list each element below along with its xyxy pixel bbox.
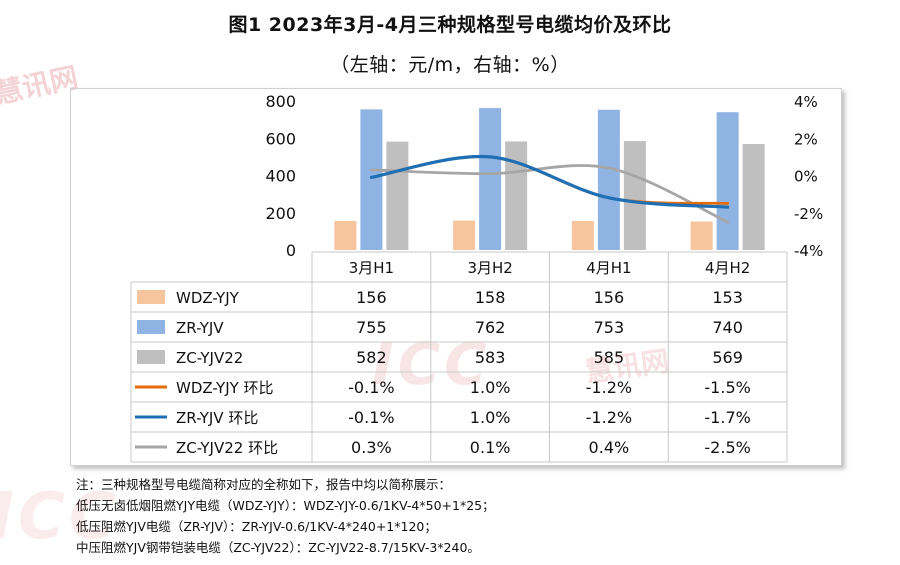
note-line-2: 低压无卤低烟阻燃YJY电缆（WDZ-YJY）：WDZ-YJY-0.6/1KV-4… — [76, 498, 495, 513]
data-value-zc-yjv22-: 0.1% — [470, 438, 511, 457]
right-axis-tick-label: 2% — [794, 130, 818, 148]
data-value-zr-yjv-: 1.0% — [470, 408, 511, 427]
data-value-zc-yjv22-: 0.4% — [589, 438, 630, 457]
left-axis-tick-label: 0 — [286, 241, 296, 260]
note-line-3: 低压阻燃YJV电缆（ZR-YJV）：ZR-YJV-0.6/1KV-4*240+1… — [76, 519, 437, 534]
legend-key-wdz-yjy — [137, 290, 165, 304]
right-axis-tick-label: -4% — [794, 242, 823, 260]
legend-label-zc-yjv22: ZC-YJV22 — [176, 349, 243, 367]
legend-label-wdz-yjy: WDZ-YJY — [176, 289, 240, 307]
data-value-zc-yjv22: 569 — [712, 348, 743, 367]
note-line-1: 注：三种规格型号电缆简称对应的全称如下，报告中均以简称展示： — [76, 477, 452, 492]
bar-zc-yjv22 — [742, 144, 765, 250]
line-zc-yjv22- — [369, 164, 730, 224]
data-value-zc-yjv22: 583 — [475, 348, 506, 367]
right-axis-tick-label: 4% — [794, 93, 818, 111]
legend-label-zr-yjv: ZR-YJV — [176, 319, 224, 337]
bar-wdz-yjy — [453, 220, 476, 250]
legend-label-wdz-yjy-: WDZ-YJY 环比 — [176, 379, 274, 397]
data-value-wdz-yjy: 156 — [356, 288, 387, 307]
data-value-zc-yjv22: 585 — [594, 348, 625, 367]
bar-wdz-yjy — [690, 221, 713, 250]
right-axis-tick-label: 0% — [794, 168, 818, 186]
data-value-wdz-yjy-: -1.5% — [704, 378, 750, 397]
bar-zr-yjv — [716, 112, 739, 250]
chart-subtitle: （左轴：元/m，右轴：%） — [330, 54, 570, 76]
bar-zc-yjv22 — [623, 141, 646, 250]
bar-zc-yjv22 — [386, 141, 409, 250]
legend-key-zc-yjv22 — [137, 350, 165, 364]
data-value-wdz-yjy: 153 — [712, 288, 743, 307]
legend-label-zc-yjv22-: ZC-YJV22 环比 — [176, 439, 278, 457]
category-label: 4月H2 — [705, 259, 750, 277]
data-value-zr-yjv-: -0.1% — [348, 408, 394, 427]
left-axis-tick-label: 800 — [265, 92, 296, 111]
data-value-zr-yjv: 753 — [594, 318, 625, 337]
data-value-wdz-yjy-: 1.0% — [470, 378, 511, 397]
chart-title: 图1 2023年3月-4月三种规格型号电缆均价及环比 — [228, 14, 672, 36]
bar-zc-yjv22 — [505, 141, 528, 250]
data-value-wdz-yjy: 158 — [475, 288, 506, 307]
bar-zr-yjv — [360, 109, 383, 250]
data-value-zc-yjv22-: -2.5% — [704, 438, 750, 457]
data-value-zr-yjv: 762 — [475, 318, 506, 337]
data-value-zr-yjv: 740 — [712, 318, 743, 337]
bar-zr-yjv — [597, 109, 620, 250]
data-value-wdz-yjy-: -0.1% — [348, 378, 394, 397]
category-label: 4月H1 — [586, 259, 631, 277]
legend-key-zr-yjv — [137, 320, 165, 334]
data-value-zr-yjv-: -1.7% — [704, 408, 750, 427]
data-value-zr-yjv: 755 — [356, 318, 387, 337]
data-value-zc-yjv22: 582 — [356, 348, 387, 367]
category-label: 3月H1 — [349, 259, 394, 277]
bar-wdz-yjy — [334, 220, 357, 250]
data-value-wdz-yjy: 156 — [594, 288, 625, 307]
left-axis-tick-label: 600 — [265, 129, 296, 148]
right-axis-tick-label: -2% — [794, 205, 823, 223]
category-label: 3月H2 — [467, 259, 512, 277]
data-value-wdz-yjy-: -1.2% — [586, 378, 632, 397]
bar-zr-yjv — [479, 108, 502, 250]
data-value-zc-yjv22-: 0.3% — [351, 438, 392, 457]
data-value-zr-yjv-: -1.2% — [586, 408, 632, 427]
chart-frame — [70, 88, 842, 466]
line-zr-yjv- — [369, 154, 730, 209]
left-axis-tick-label: 200 — [265, 204, 296, 223]
left-axis-tick-label: 400 — [265, 167, 296, 186]
legend-label-zr-yjv-: ZR-YJV 环比 — [176, 409, 258, 427]
bar-wdz-yjy — [571, 220, 594, 250]
note-line-4: 中压阻燃YJV钢带铠装电缆（ZC-YJV22）：ZC-YJV22-8.7/15K… — [76, 540, 480, 555]
